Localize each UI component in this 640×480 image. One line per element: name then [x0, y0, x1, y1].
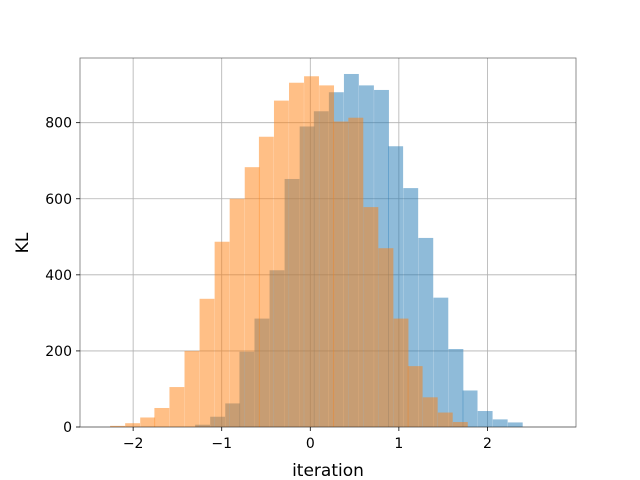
- y-axis-label: KL: [13, 232, 33, 253]
- histogram-bar: [184, 350, 200, 427]
- histogram-bar: [462, 390, 478, 427]
- histogram-bar: [477, 411, 493, 427]
- histogram-bar: [333, 121, 349, 427]
- histogram-bar: [393, 318, 409, 427]
- histogram-bar: [452, 422, 468, 427]
- x-tick-label: −2: [123, 436, 144, 452]
- histogram-bar: [214, 241, 230, 427]
- plot-frame: [79, 57, 577, 428]
- histogram-bar: [422, 397, 438, 427]
- histogram-bar: [304, 76, 319, 427]
- x-tick-label: 1: [394, 436, 403, 452]
- histogram-bar: [507, 422, 523, 427]
- histogram-bar: [289, 82, 304, 427]
- x-tick-label: −1: [211, 436, 232, 452]
- histogram-bar: [492, 419, 508, 427]
- y-tick-label: 0: [63, 420, 72, 436]
- histogram-bar: [433, 297, 449, 427]
- series-1-bars: [110, 76, 468, 428]
- y-tick-label: 200: [45, 344, 72, 360]
- histogram-bar: [169, 387, 185, 427]
- histogram-bar: [140, 417, 156, 427]
- histogram-bar: [363, 207, 379, 427]
- histogram-bar: [407, 366, 423, 427]
- x-axis-label: iteration: [292, 461, 364, 480]
- histogram-bar: [199, 298, 215, 427]
- histogram-bar: [229, 198, 245, 427]
- histogram-bar: [125, 423, 141, 427]
- histogram-bar: [319, 85, 335, 427]
- histogram-bar: [154, 407, 170, 427]
- x-axis-ticks: −2 −1 0 1 2: [123, 427, 492, 452]
- histogram-bar: [258, 136, 274, 427]
- histogram-bar: [244, 167, 260, 427]
- histogram-bar: [348, 117, 364, 428]
- x-tick-label: 2: [483, 436, 492, 452]
- histogram-bar: [437, 412, 453, 427]
- histogram-bar: [273, 100, 289, 427]
- x-tick-label: 0: [306, 436, 315, 452]
- y-tick-label: 600: [45, 192, 72, 208]
- y-tick-label: 800: [45, 116, 72, 132]
- histogram-bars: [110, 73, 523, 428]
- y-tick-label: 400: [45, 268, 72, 284]
- histogram-bar: [448, 349, 464, 427]
- y-axis-ticks: 0 200 400 600 800: [45, 116, 80, 436]
- histogram-bar: [378, 248, 394, 427]
- histogram-bar: [110, 425, 125, 427]
